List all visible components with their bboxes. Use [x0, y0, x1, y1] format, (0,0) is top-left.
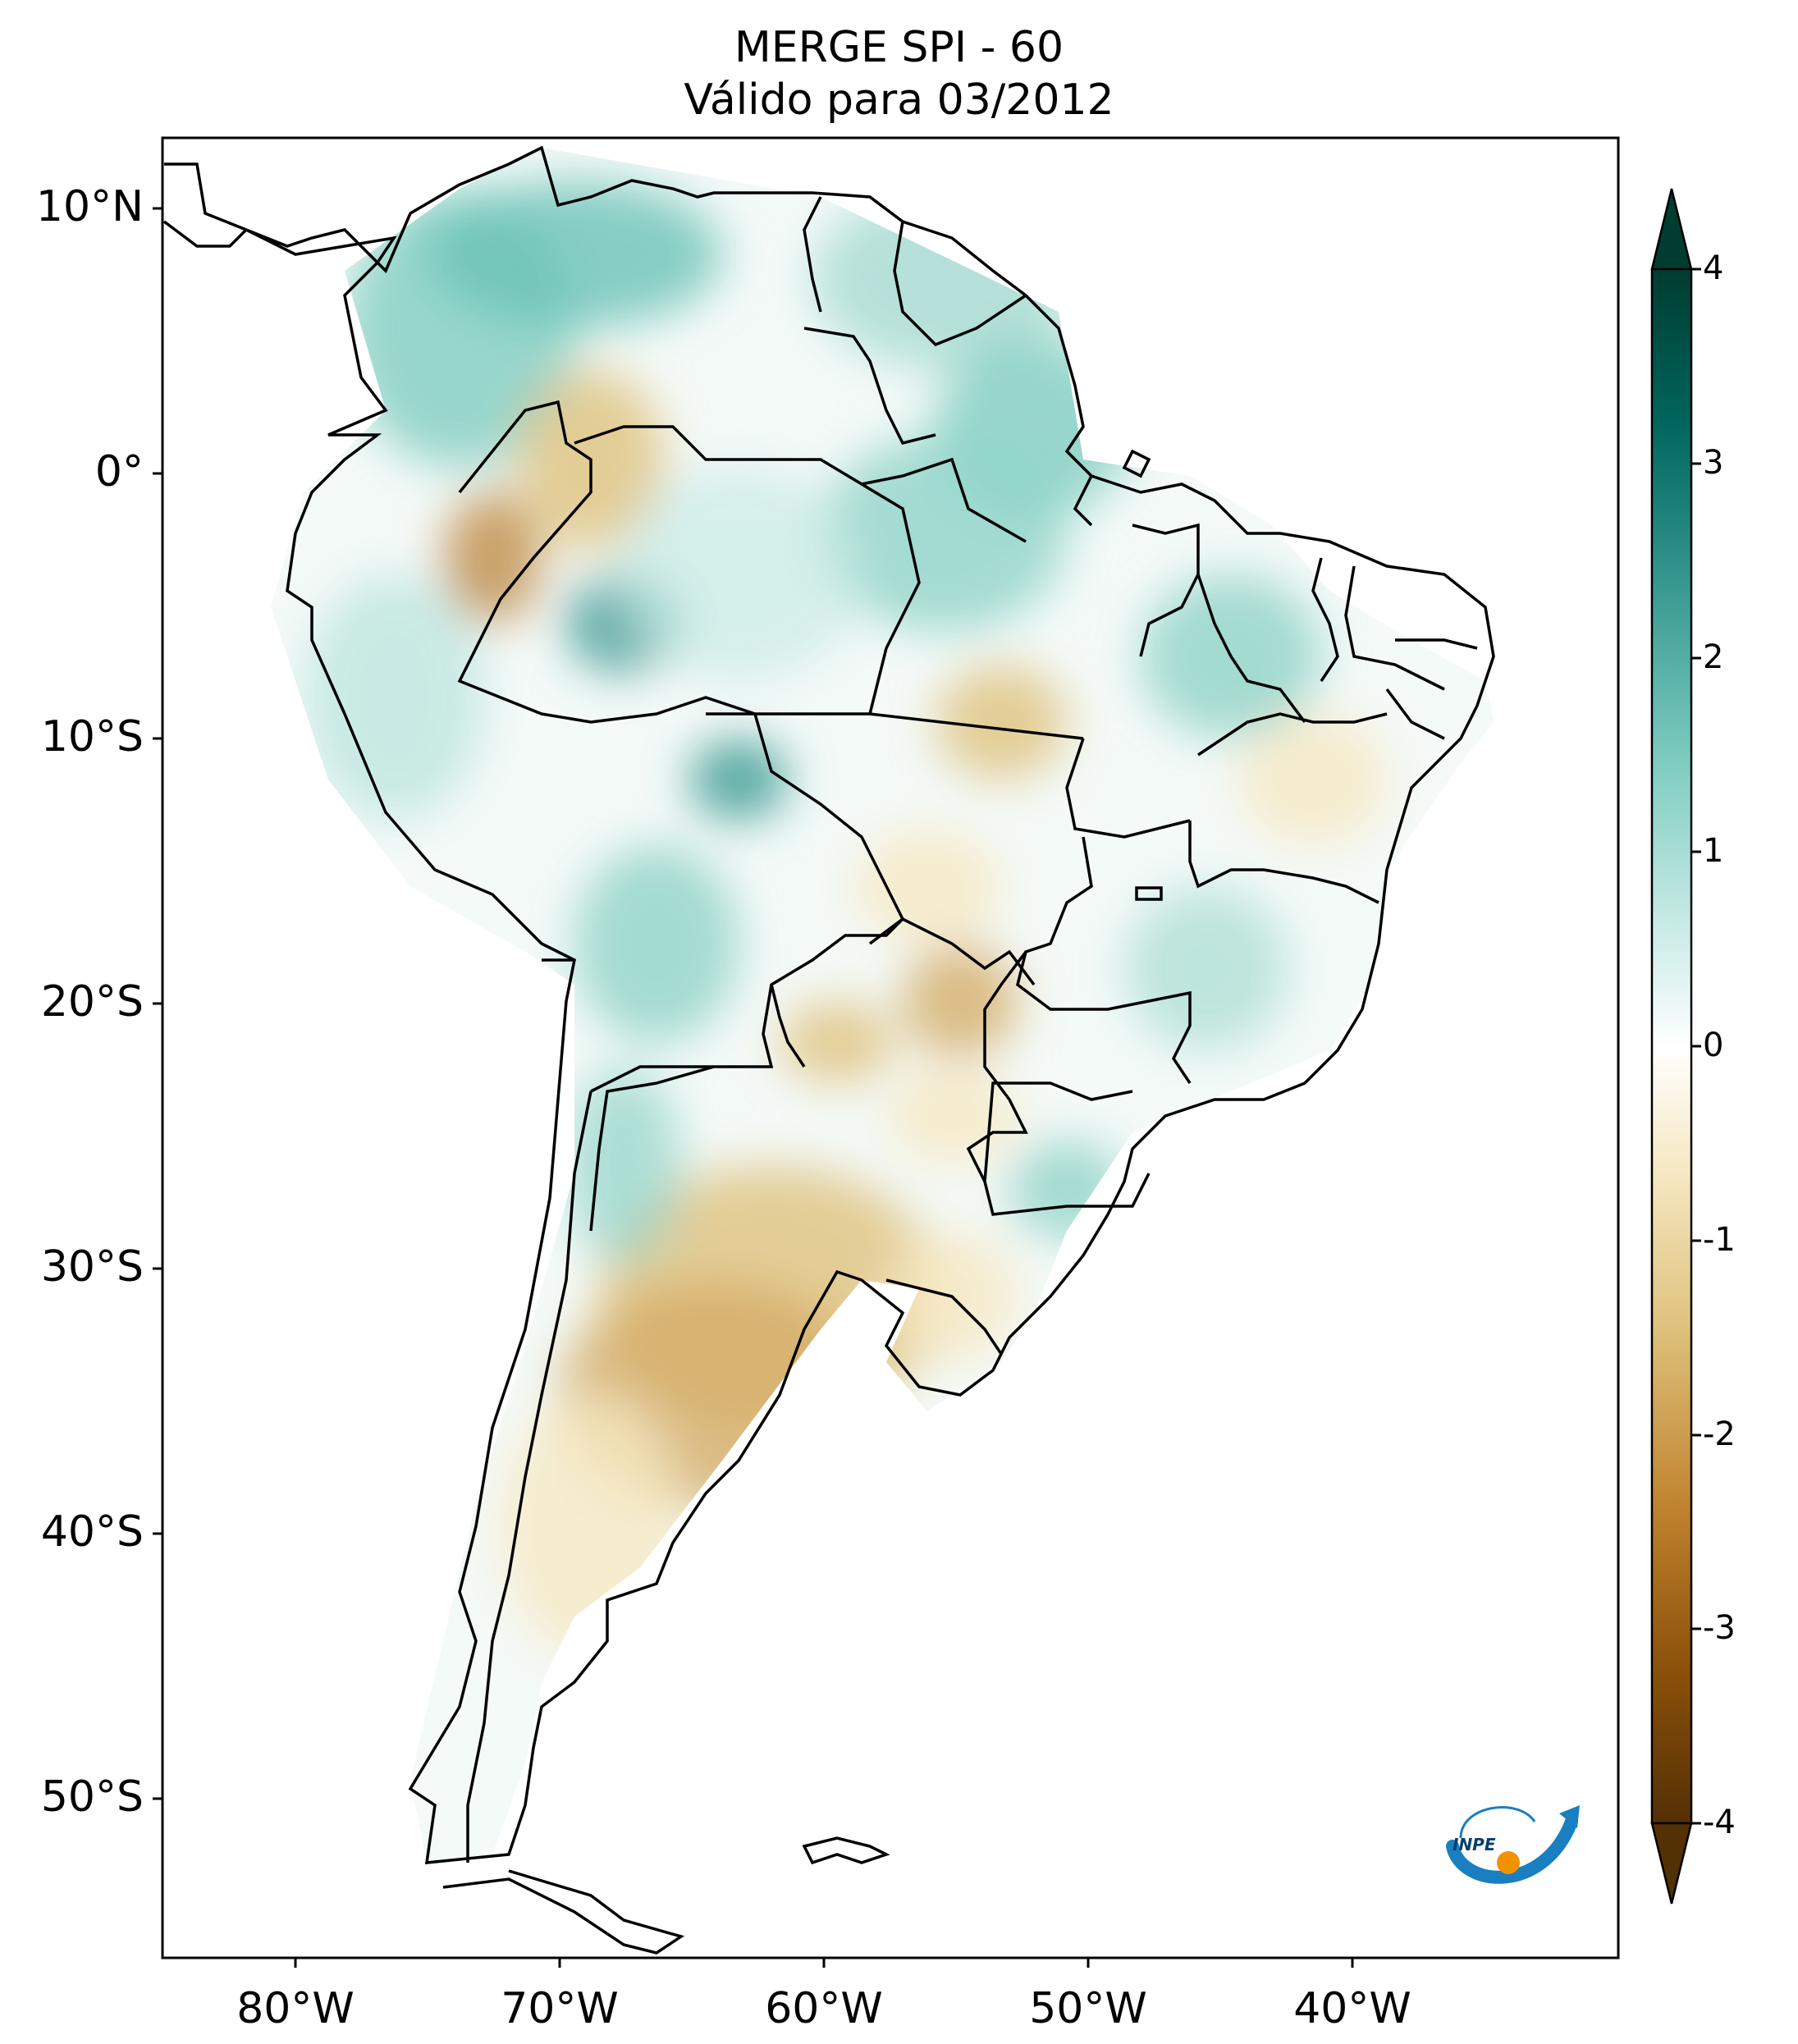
colorbar-label-0: 0 — [1703, 1027, 1724, 1064]
map-title: MERGE SPI - 60 — [734, 23, 1064, 72]
lat-label-50s: 50°S — [40, 1772, 144, 1822]
lon-ticks — [294, 1958, 1354, 1968]
map-frame — [161, 136, 1620, 1959]
map-subtitle: Válido para 03/2012 — [684, 75, 1114, 125]
colorbar-ticks — [1691, 268, 1701, 1825]
lon-label-80w: 80°W — [236, 1984, 355, 2033]
colorbar-label-1: 1 — [1703, 832, 1724, 870]
colorbar-bar — [1650, 268, 1693, 1825]
lat-label-10n: 10°N — [35, 182, 144, 231]
lon-label-70w: 70°W — [501, 1984, 619, 2033]
colorbar-max-arrow — [1650, 188, 1693, 271]
islands — [442, 449, 1163, 1955]
coastline — [162, 145, 1495, 1864]
lat-label-0: 0° — [94, 447, 144, 496]
inpe-logo: INPE — [1446, 1805, 1580, 1884]
colorbar-label-neg4: -4 — [1703, 1804, 1736, 1841]
lat-label-30s: 30°S — [40, 1242, 144, 1292]
inpe-logo-text: INPE — [1453, 1835, 1496, 1854]
colorbar — [1650, 188, 1701, 1905]
lat-label-40s: 40°S — [40, 1507, 144, 1557]
colorbar-label-2: 2 — [1703, 638, 1724, 676]
colorbar-label-neg2: -2 — [1703, 1415, 1736, 1453]
lat-ticks — [153, 207, 162, 1800]
colorbar-label-4: 4 — [1703, 249, 1724, 287]
lon-label-60w: 60°W — [765, 1984, 883, 2033]
lat-label-20s: 20°S — [40, 977, 144, 1027]
colorbar-label-3: 3 — [1703, 444, 1724, 482]
lon-label-50w: 50°W — [1029, 1984, 1147, 2033]
colorbar-min-arrow — [1650, 1822, 1693, 1905]
colorbar-label-neg3: -3 — [1703, 1609, 1736, 1647]
lat-label-10s: 10°S — [40, 712, 144, 761]
lon-label-40w: 40°W — [1293, 1984, 1411, 2033]
colorbar-label-neg1: -1 — [1703, 1221, 1736, 1259]
